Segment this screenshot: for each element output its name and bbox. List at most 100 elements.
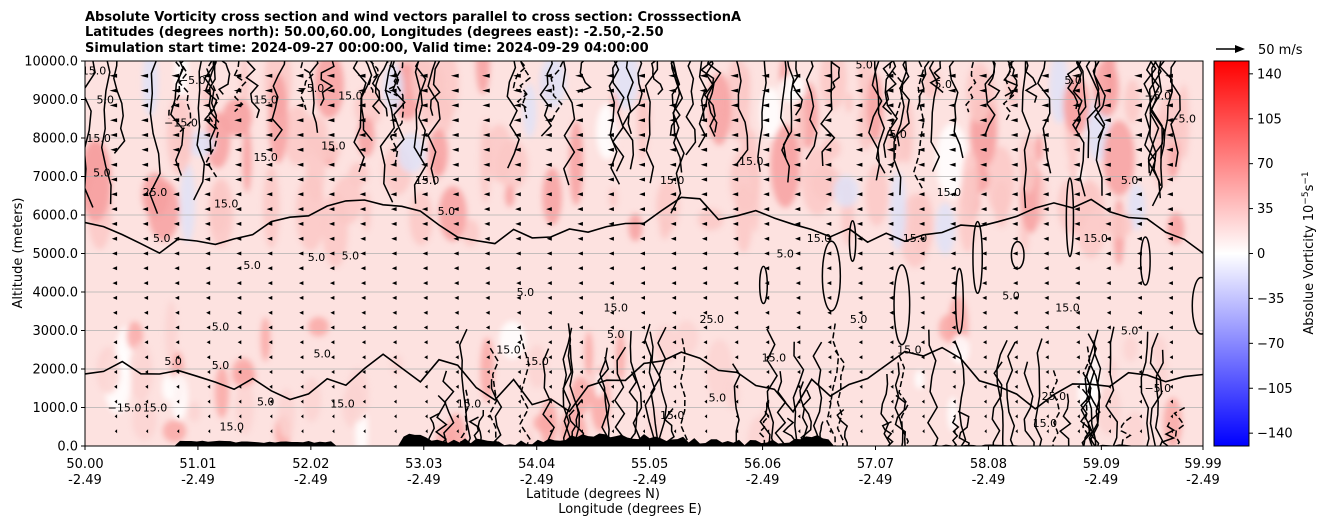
wind-vector xyxy=(917,103,925,108)
wind-vector xyxy=(733,251,739,256)
wind-vector xyxy=(1074,251,1080,256)
wind-vector xyxy=(300,370,304,374)
wind-vector xyxy=(205,236,211,241)
wind-vector xyxy=(513,118,521,123)
vorticity-blob xyxy=(260,317,271,362)
vorticity-blob xyxy=(222,98,253,137)
wind-vector xyxy=(610,340,614,345)
wind-vector xyxy=(359,177,366,182)
wind-vector xyxy=(326,73,335,78)
wind-vector xyxy=(979,118,987,123)
wind-vector xyxy=(733,295,739,300)
wind-vector xyxy=(141,118,149,123)
wind-vector xyxy=(952,384,956,389)
wind-vector xyxy=(951,295,956,300)
vorticity-blob xyxy=(638,97,651,135)
wind-vector xyxy=(948,147,956,152)
vorticity-blob xyxy=(760,87,782,139)
wind-vector xyxy=(205,266,211,271)
contour-line xyxy=(1140,331,1150,446)
contour-line xyxy=(1023,361,1035,446)
wind-vector xyxy=(1072,118,1080,123)
wind-vector xyxy=(981,221,987,226)
wind-vector xyxy=(1166,177,1173,182)
wind-vector xyxy=(145,429,149,434)
wind-vector xyxy=(455,384,459,389)
wind-vector xyxy=(887,192,894,197)
wind-vector xyxy=(854,73,863,78)
wind-vector xyxy=(546,207,552,212)
wind-vector xyxy=(452,162,459,167)
wind-vector xyxy=(547,266,552,271)
wind-vector xyxy=(390,177,397,182)
wind-vector xyxy=(455,355,459,360)
wind-vector xyxy=(485,310,490,315)
wind-vector xyxy=(1012,266,1018,271)
wind-vector xyxy=(1075,295,1080,300)
wind-vector xyxy=(485,281,490,286)
wind-vector xyxy=(765,325,770,330)
wind-vector xyxy=(921,399,925,404)
wind-vector xyxy=(672,340,677,345)
wind-vector xyxy=(296,147,304,152)
vorticity-blob xyxy=(479,118,491,204)
wind-vector xyxy=(766,414,770,419)
wind-vector xyxy=(331,370,335,374)
wind-vector xyxy=(424,355,428,360)
wind-vector xyxy=(607,162,614,167)
vorticity-blob xyxy=(986,146,1015,216)
wind-vector xyxy=(639,221,645,226)
wind-vector xyxy=(454,310,459,315)
wind-vector xyxy=(1134,103,1142,108)
contour-label: 5.0 xyxy=(935,78,953,91)
wind-vector xyxy=(1014,340,1018,345)
wind-vector xyxy=(482,118,490,123)
wind-vector xyxy=(735,429,739,434)
wind-vector xyxy=(827,325,832,330)
wind-vector xyxy=(764,266,770,271)
x-tick-label-lat: 57.07 xyxy=(857,457,894,472)
contour-line xyxy=(650,61,664,96)
wind-vector xyxy=(142,207,149,212)
contour-line xyxy=(519,61,532,119)
contour-line xyxy=(896,61,910,147)
wind-vector xyxy=(421,147,428,152)
contour-line xyxy=(205,61,220,178)
contour-line xyxy=(991,361,1003,446)
contour-label: 5.0 xyxy=(607,328,625,341)
wind-vector xyxy=(1076,355,1080,360)
vorticity-blob xyxy=(584,331,593,377)
contour-line xyxy=(468,416,480,446)
wind-vector xyxy=(172,147,180,152)
wind-vector xyxy=(392,310,397,315)
wind-vector xyxy=(886,133,894,137)
wind-vector xyxy=(174,281,180,286)
contour-line xyxy=(703,61,716,137)
vorticity-blob xyxy=(947,396,958,432)
contour-line xyxy=(1085,61,1101,159)
x-tick-label-lon: -2.49 xyxy=(1085,473,1119,488)
wind-vector xyxy=(610,370,614,374)
wind-vector xyxy=(517,384,521,389)
vorticity-blob xyxy=(322,191,348,268)
wind-vector xyxy=(1103,118,1111,123)
wind-vector xyxy=(640,281,645,286)
wind-vector xyxy=(544,73,552,78)
vorticity-blob xyxy=(746,415,774,446)
wind-vectors xyxy=(109,73,1173,434)
wind-vector xyxy=(949,192,956,197)
wind-vector xyxy=(795,251,801,256)
wind-vector xyxy=(704,384,708,389)
wind-vector xyxy=(641,340,645,345)
wind-vector xyxy=(113,310,118,315)
wind-vector xyxy=(171,103,180,108)
wind-vector xyxy=(204,177,211,182)
contour-label: 5.0 xyxy=(342,249,360,262)
wind-vector xyxy=(239,429,242,434)
wind-vector xyxy=(389,103,397,108)
wind-vector xyxy=(578,281,583,286)
wind-vector xyxy=(797,414,801,419)
wind-vector xyxy=(268,295,273,300)
wind-vector xyxy=(393,384,397,389)
contour-line xyxy=(1145,61,1162,187)
